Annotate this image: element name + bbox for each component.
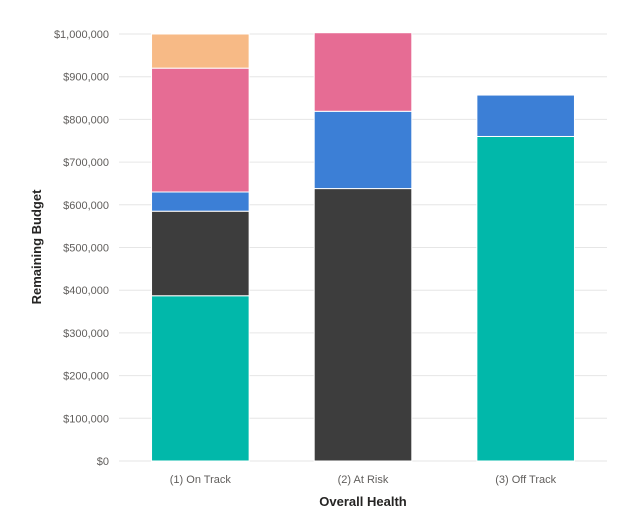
bar-segment[interactable] (151, 295, 250, 462)
bar-segment[interactable] (151, 67, 250, 193)
bar-segment[interactable] (313, 110, 413, 190)
y-tick-label: $700,000 (63, 157, 109, 169)
y-tick-label: $500,000 (63, 243, 109, 255)
bar-segment[interactable] (151, 191, 250, 212)
bar-segment[interactable] (476, 94, 575, 137)
y-tick-label: $1,000,000 (54, 29, 109, 41)
y-axis-ticks: $0 $100,000 $200,000 $300,000 $400,000 $500,0… (54, 29, 109, 468)
bar-segment[interactable] (476, 135, 575, 462)
y-tick-label: $0 (97, 456, 109, 468)
x-axis-title: Overall Health (319, 494, 406, 509)
y-tick-label: $300,000 (63, 328, 109, 340)
y-tick-label: $900,000 (63, 72, 109, 84)
y-tick-label: $600,000 (63, 200, 109, 212)
y-axis-title: Remaining Budget (29, 189, 44, 305)
y-tick-label: $400,000 (63, 285, 109, 297)
bars (151, 32, 575, 462)
y-tick-label: $100,000 (63, 413, 109, 425)
y-tick-label: $800,000 (63, 114, 109, 126)
bar-segment[interactable] (313, 188, 413, 462)
x-tick-label: (2) At Risk (338, 474, 389, 486)
x-tick-label: (3) Off Track (495, 474, 556, 486)
bar-segment[interactable] (313, 32, 413, 112)
bar-segment[interactable] (151, 210, 250, 297)
y-tick-label: $200,000 (63, 371, 109, 383)
x-axis-ticks: (1) On Track (2) At Risk (3) Off Track (170, 474, 557, 486)
bar-segment[interactable] (151, 33, 250, 69)
x-tick-label: (1) On Track (170, 474, 232, 486)
